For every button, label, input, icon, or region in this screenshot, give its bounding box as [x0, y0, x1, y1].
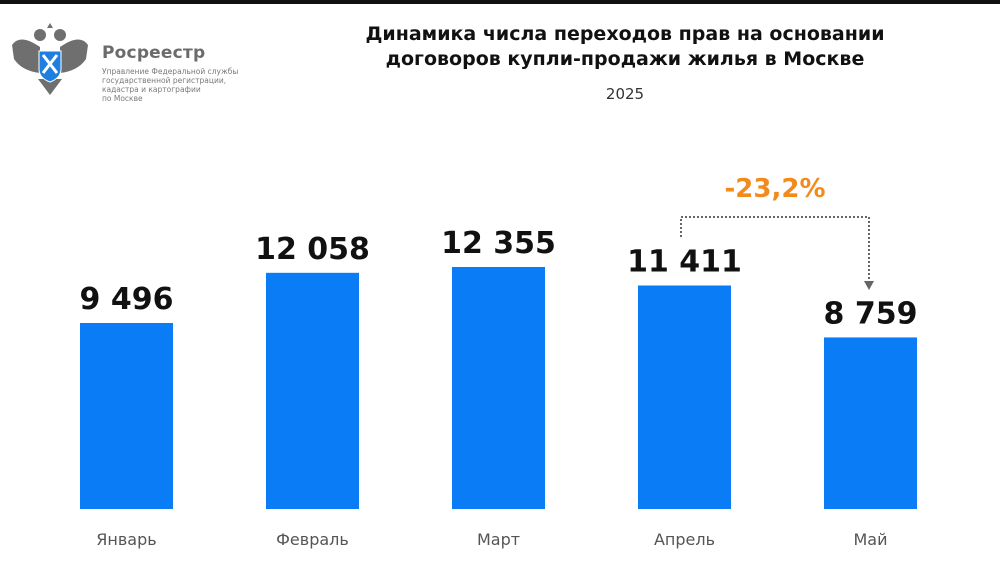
emblem-icon — [12, 23, 88, 95]
category-label: Май — [853, 530, 887, 549]
category-label: Апрель — [654, 530, 715, 549]
org-line: Управление Федеральной службы — [102, 67, 239, 76]
bar — [80, 323, 173, 509]
chart-subtitle: 2025 — [605, 85, 645, 103]
bar — [638, 285, 731, 509]
value-label: 8 759 — [824, 296, 918, 331]
brand-name: Росреестр — [102, 43, 206, 63]
value-label: 12 058 — [255, 232, 370, 267]
org-name: Управление Федеральной службы государств… — [102, 67, 277, 103]
category-label: Март — [477, 530, 520, 549]
org-line: кадастра и картографии — [102, 85, 201, 94]
title-line: Динамика числа переходов прав на основан… — [365, 23, 885, 45]
title-line: договоров купли-продажи жилья в Москве — [385, 48, 865, 70]
value-label: 9 496 — [80, 282, 174, 317]
connector-line — [680, 216, 870, 283]
bar — [452, 267, 545, 509]
org-line: по Москве — [102, 94, 143, 103]
change-annotation: -23,2% — [725, 174, 826, 204]
bar — [824, 337, 917, 509]
rosreestr-logo: Росреестр Управление Федеральной службы … — [10, 15, 270, 105]
value-label: 12 355 — [441, 226, 556, 261]
category-label: Январь — [96, 530, 156, 549]
arrow-head-icon — [864, 281, 874, 290]
category-label: Февраль — [276, 530, 349, 549]
org-line: государственной регистрации, — [102, 76, 227, 85]
bar — [266, 272, 359, 509]
chart-title: Динамика числа переходов прав на основан… — [340, 22, 910, 72]
value-label: 11 411 — [627, 244, 742, 279]
top-border — [0, 0, 1000, 4]
